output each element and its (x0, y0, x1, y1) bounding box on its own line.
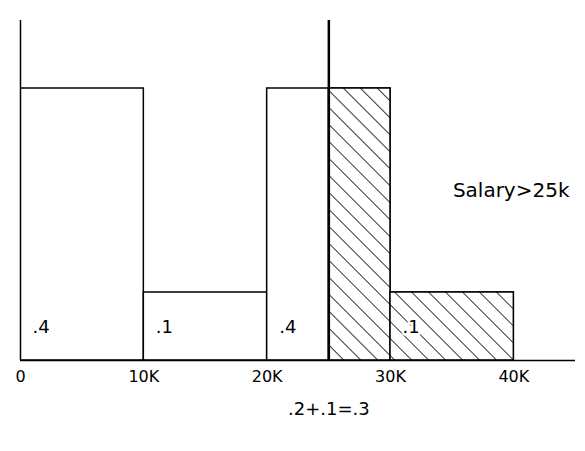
svg-text:.2+.1=.3: .2+.1=.3 (288, 398, 370, 419)
svg-text:.4: .4 (33, 316, 50, 337)
svg-text:20K: 20K (252, 367, 283, 386)
svg-text:30K: 30K (375, 367, 406, 386)
svg-text:0: 0 (15, 367, 25, 386)
svg-text:40K: 40K (498, 367, 529, 386)
svg-text:Salary>25k: Salary>25k (453, 178, 570, 202)
svg-text:.1: .1 (403, 316, 420, 337)
svg-text:.4: .4 (279, 316, 296, 337)
svg-text:10K: 10K (128, 367, 159, 386)
svg-text:.1: .1 (156, 316, 173, 337)
